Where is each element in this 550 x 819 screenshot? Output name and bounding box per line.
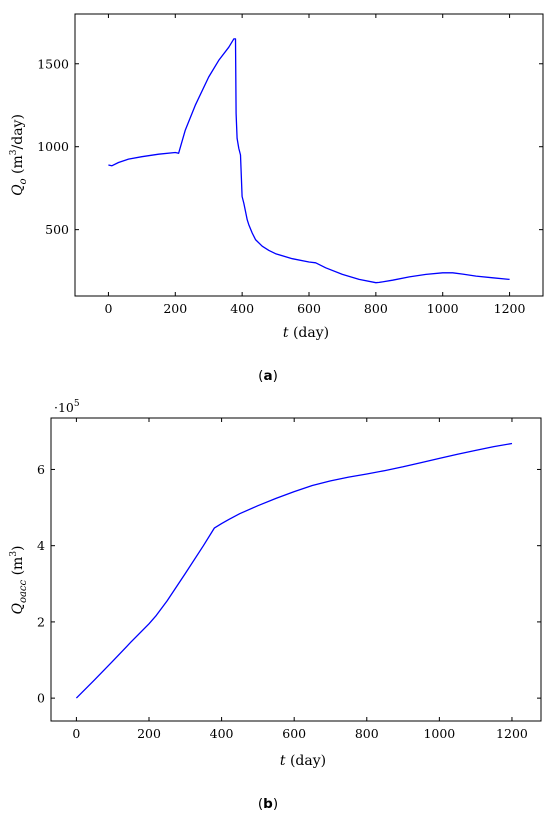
series-line — [75, 442, 513, 699]
tick-marks — [51, 418, 541, 721]
y-tick-label: 0 — [37, 691, 45, 706]
x-tick-label: 1200 — [496, 726, 528, 741]
panel-caption-b: (b) — [258, 796, 278, 812]
y-multiplier: ·105 — [54, 399, 80, 415]
x-tick-label: 1200 — [494, 301, 526, 316]
axes-box — [74, 13, 544, 297]
x-tick-label: 800 — [355, 726, 379, 741]
y-tick-labels: 500 1000 1500 — [37, 56, 69, 237]
x-tick-label: 800 — [364, 301, 388, 316]
tick-marks — [75, 14, 543, 296]
y-axis-label: Qo (m3/day) — [9, 114, 29, 196]
y-tick-label: 2 — [37, 614, 45, 629]
x-axis-label: t (day) — [280, 753, 326, 769]
x-tick-label: 200 — [137, 726, 161, 741]
figure-a: 0 200 400 600 800 1000 1200 500 1000 1500 t (day… — [0, 0, 550, 390]
y-axis-label: Qoacc (m3) — [9, 545, 29, 614]
chart-a: 0 200 400 600 800 1000 1200 500 1000 1500 t (day… — [9, 13, 544, 384]
x-tick-label: 0 — [72, 726, 80, 741]
axes-box — [50, 417, 542, 722]
x-tick-labels: 0 200 400 600 800 1000 1200 — [104, 301, 525, 316]
plot-frame — [74, 13, 544, 297]
y-tick-label: 6 — [37, 462, 45, 477]
y-tick-labels: 0 2 4 6 — [37, 462, 45, 706]
y-tick-label: 4 — [37, 538, 45, 553]
x-tick-label: 600 — [297, 301, 321, 316]
y-tick-label: 1000 — [37, 139, 69, 154]
x-tick-label: 1000 — [427, 301, 459, 316]
x-axis-label: t (day) — [283, 325, 329, 341]
panel-caption-a: (a) — [258, 368, 278, 384]
x-tick-label: 200 — [163, 301, 187, 316]
x-tick-label: 0 — [104, 301, 112, 316]
x-tick-label: 600 — [282, 726, 306, 741]
y-tick-label: 1500 — [37, 56, 69, 71]
x-tick-labels: 0 200 400 600 800 1000 1200 — [72, 726, 527, 741]
x-tick-label: 1000 — [423, 726, 455, 741]
x-tick-label: 400 — [210, 726, 234, 741]
series-line — [108, 38, 510, 284]
x-tick-label: 400 — [230, 301, 254, 316]
y-tick-label: 500 — [45, 222, 69, 237]
